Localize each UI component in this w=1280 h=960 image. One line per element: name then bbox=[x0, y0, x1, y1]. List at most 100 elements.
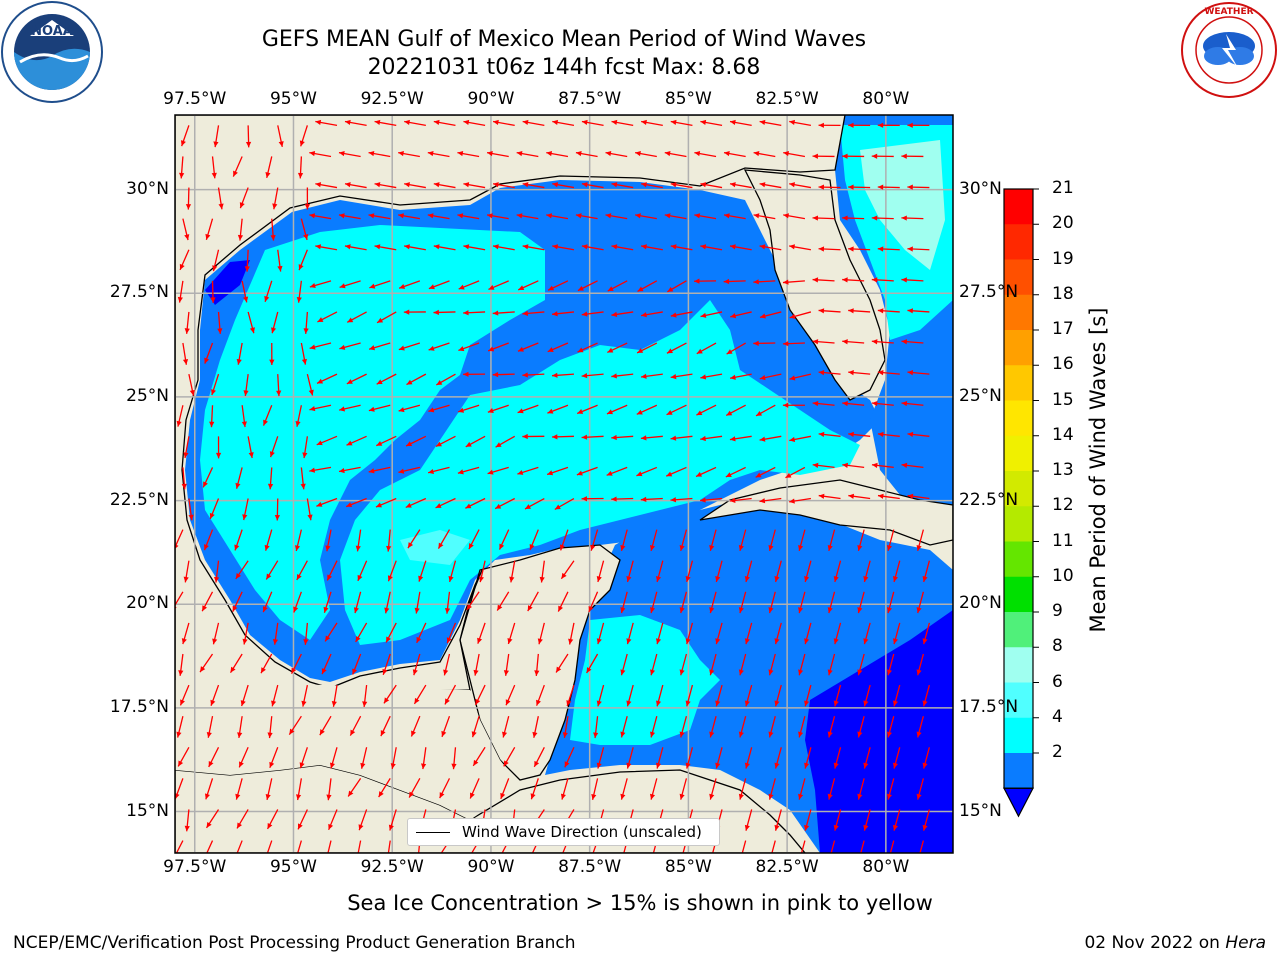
wind-arrow bbox=[626, 684, 634, 707]
wind-arrow bbox=[774, 622, 782, 645]
wind-arrow bbox=[398, 213, 420, 220]
wind-arrow bbox=[848, 122, 871, 128]
wind-arrow bbox=[842, 215, 865, 221]
colorbar-tick-label: 2 bbox=[1052, 742, 1063, 762]
wind-arrow bbox=[188, 373, 195, 396]
wind-arrow bbox=[300, 218, 309, 241]
wind-arrow bbox=[783, 151, 806, 158]
wind-arrow bbox=[344, 182, 367, 189]
wind-arrow bbox=[413, 684, 427, 705]
lon-label-bottom: 95°W bbox=[269, 857, 317, 877]
wind-arrow bbox=[552, 244, 575, 251]
wind-arrow bbox=[640, 373, 663, 379]
wind-arrow bbox=[243, 374, 249, 397]
wind-arrow bbox=[338, 151, 361, 158]
wind-arrow bbox=[444, 591, 451, 614]
wind-arrow bbox=[204, 778, 214, 800]
wind-arrow bbox=[296, 560, 308, 581]
colorbar-segment bbox=[1004, 717, 1033, 754]
wind-arrow bbox=[789, 373, 812, 381]
wind-arrow bbox=[626, 622, 634, 645]
wind-arrow bbox=[768, 778, 776, 800]
wind-arrow bbox=[269, 747, 279, 769]
wind-arrow bbox=[611, 496, 634, 502]
wind-arrow bbox=[679, 778, 688, 800]
wind-arrow bbox=[611, 119, 634, 127]
wind-arrow bbox=[886, 778, 895, 800]
wind-arrow bbox=[670, 373, 693, 380]
wind-arrow bbox=[798, 591, 806, 614]
lat-label-left: 17.5°N bbox=[109, 696, 169, 717]
wind-arrow bbox=[435, 373, 456, 386]
colorbar-segment bbox=[1004, 647, 1033, 683]
wind-arrow bbox=[376, 435, 397, 447]
wind-arrow bbox=[818, 431, 841, 438]
wind-arrow bbox=[789, 311, 812, 319]
wind-arrow bbox=[812, 462, 835, 469]
wind-arrow bbox=[355, 622, 368, 643]
wind-arrow bbox=[700, 244, 723, 251]
wind-arrow bbox=[204, 342, 214, 364]
wind-arrow bbox=[323, 591, 332, 613]
wind-arrow bbox=[916, 778, 925, 800]
wind-arrow bbox=[448, 560, 457, 583]
wind-arrow bbox=[576, 466, 598, 476]
colorbar-segment bbox=[1004, 259, 1033, 296]
colorbar-tick-label: 10 bbox=[1052, 565, 1074, 586]
wind-arrow bbox=[577, 280, 598, 292]
wind-arrow bbox=[338, 213, 361, 220]
wind-arrow bbox=[892, 622, 901, 645]
wind-arrow bbox=[552, 311, 575, 317]
wind-arrow bbox=[398, 151, 420, 158]
wind-arrow bbox=[596, 747, 605, 769]
wind-arrow bbox=[723, 213, 746, 220]
wind-arrow bbox=[368, 342, 391, 351]
wind-arrow bbox=[785, 466, 806, 479]
wind-arrow bbox=[848, 184, 871, 190]
wind-arrow bbox=[274, 498, 280, 521]
wind-arrow bbox=[753, 213, 776, 220]
wind-arrow bbox=[205, 809, 220, 829]
wind-arrow bbox=[179, 249, 190, 271]
wind-arrow bbox=[235, 560, 249, 580]
wind-arrow bbox=[408, 778, 421, 798]
wind-arrow bbox=[428, 404, 450, 413]
colorbar-tick-label: 20 bbox=[1052, 213, 1074, 234]
wind-arrow bbox=[527, 591, 539, 612]
wind-arrow bbox=[547, 342, 569, 353]
wind-arrow bbox=[451, 747, 457, 770]
wind-arrow bbox=[593, 716, 599, 739]
lon-label-bottom: 85°W bbox=[664, 857, 712, 877]
wind-arrow bbox=[562, 716, 569, 739]
wind-arrow bbox=[498, 529, 510, 550]
wind-arrow bbox=[729, 182, 752, 189]
wind-arrow bbox=[375, 497, 397, 508]
wind-arrow bbox=[315, 182, 338, 189]
wind-arrow bbox=[349, 715, 362, 736]
wind-arrow bbox=[326, 560, 338, 581]
wind-arrow bbox=[812, 153, 835, 159]
wind-arrow bbox=[916, 653, 925, 676]
wind-arrow bbox=[789, 182, 812, 189]
wind-arrow bbox=[818, 122, 841, 128]
wind-arrow bbox=[848, 308, 871, 314]
wind-arrow bbox=[398, 342, 421, 351]
wind-arrow bbox=[457, 151, 480, 158]
wind-arrow bbox=[271, 684, 279, 707]
wind-arrow bbox=[380, 715, 391, 737]
wind-arrow bbox=[892, 747, 901, 769]
wind-arrow bbox=[267, 716, 273, 739]
wind-arrow bbox=[818, 184, 841, 190]
host-name: Hera bbox=[1225, 933, 1266, 953]
wind-arrow bbox=[694, 151, 717, 158]
sea-ice-note: Sea Ice Concentration > 15% is shown in … bbox=[0, 891, 1280, 915]
wind-arrow bbox=[685, 684, 694, 707]
wind-arrow bbox=[309, 466, 332, 473]
wind-arrow bbox=[238, 747, 249, 768]
wind-arrow bbox=[414, 591, 421, 614]
wind-arrow bbox=[738, 591, 747, 614]
wind-arrow bbox=[636, 342, 658, 354]
wind-arrow bbox=[492, 372, 515, 378]
wind-arrow bbox=[753, 151, 776, 158]
wind-arrow bbox=[655, 622, 664, 645]
